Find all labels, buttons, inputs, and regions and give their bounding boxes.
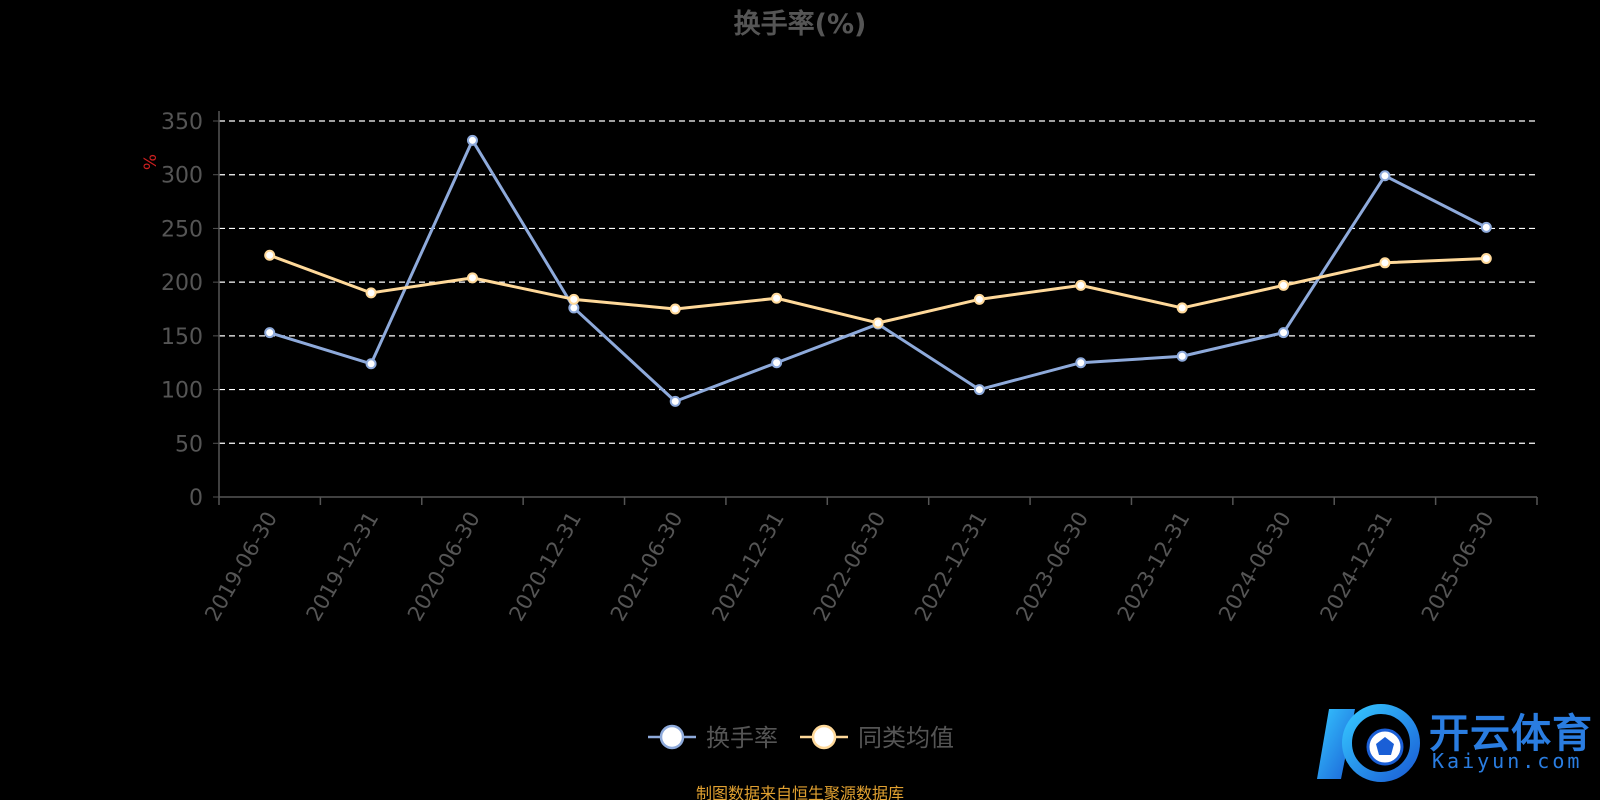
y-tick-label: 300 bbox=[161, 164, 203, 189]
x-tick-label: 2019-12-31 bbox=[302, 508, 384, 626]
kaiyun-watermark-logo: 开云体育 Kaiyun.com bbox=[1315, 697, 1595, 797]
data-point bbox=[1278, 327, 1290, 339]
data-point bbox=[1379, 170, 1391, 182]
data-point bbox=[973, 384, 985, 396]
data-source-note: 制图数据来自恒生聚源数据库 bbox=[695, 784, 904, 800]
data-point bbox=[365, 287, 377, 299]
x-tick-label: 2024-06-30 bbox=[1214, 508, 1296, 626]
data-point bbox=[264, 327, 276, 339]
data-point bbox=[1379, 257, 1391, 269]
x-tick-label: 2022-06-30 bbox=[809, 508, 891, 626]
legend-marker bbox=[811, 724, 837, 750]
x-tick-label: 2019-06-30 bbox=[200, 508, 282, 626]
legend-label: 换手率 bbox=[706, 724, 778, 752]
data-point bbox=[771, 292, 783, 304]
x-tick-label: 2021-12-31 bbox=[707, 508, 789, 626]
data-point bbox=[1075, 279, 1087, 291]
data-point bbox=[264, 249, 276, 261]
logo-domain: Kaiyun.com bbox=[1432, 749, 1583, 773]
x-tick-label: 2023-06-30 bbox=[1011, 508, 1093, 626]
data-point bbox=[1278, 279, 1290, 291]
y-tick-label: 250 bbox=[161, 217, 203, 242]
data-point bbox=[771, 357, 783, 369]
y-tick-label: 0 bbox=[189, 486, 203, 511]
series-line-peer-average bbox=[269, 253, 1487, 325]
data-point bbox=[872, 317, 884, 329]
data-point bbox=[1176, 302, 1188, 314]
data-point bbox=[365, 358, 377, 370]
x-tick-label: 2022-12-31 bbox=[910, 508, 992, 626]
y-axis-unit-label: % bbox=[141, 154, 161, 170]
x-tick-label: 2021-06-30 bbox=[606, 508, 688, 626]
logo-name: 开云体育 bbox=[1429, 711, 1593, 757]
kaiyun-logo-icon bbox=[1317, 704, 1420, 782]
y-tick-label: 200 bbox=[161, 271, 203, 296]
data-point bbox=[669, 303, 681, 315]
series-line-turnover-rate bbox=[269, 138, 1487, 403]
x-tick-label: 2023-12-31 bbox=[1113, 508, 1195, 626]
x-tick-label: 2020-12-31 bbox=[504, 508, 586, 626]
x-tick-label: 2025-06-30 bbox=[1417, 508, 1499, 626]
data-point bbox=[568, 293, 580, 305]
x-tick-label: 2024-12-31 bbox=[1315, 508, 1397, 626]
data-point bbox=[466, 134, 478, 146]
y-tick-label: 350 bbox=[161, 110, 203, 135]
y-tick-label: 100 bbox=[161, 379, 203, 404]
data-point bbox=[1480, 221, 1492, 233]
data-point bbox=[1480, 253, 1492, 265]
data-point bbox=[466, 272, 478, 284]
data-point bbox=[669, 395, 681, 407]
legend-label: 同类均值 bbox=[858, 724, 954, 752]
data-point bbox=[973, 293, 985, 305]
data-point bbox=[1075, 357, 1087, 369]
chart-title: 换手率(%) bbox=[733, 9, 867, 40]
data-point bbox=[1176, 350, 1188, 362]
y-tick-label: 50 bbox=[175, 432, 203, 457]
legend-marker bbox=[659, 724, 685, 750]
y-tick-label: 150 bbox=[161, 325, 203, 350]
x-tick-label: 2020-06-30 bbox=[403, 508, 485, 626]
